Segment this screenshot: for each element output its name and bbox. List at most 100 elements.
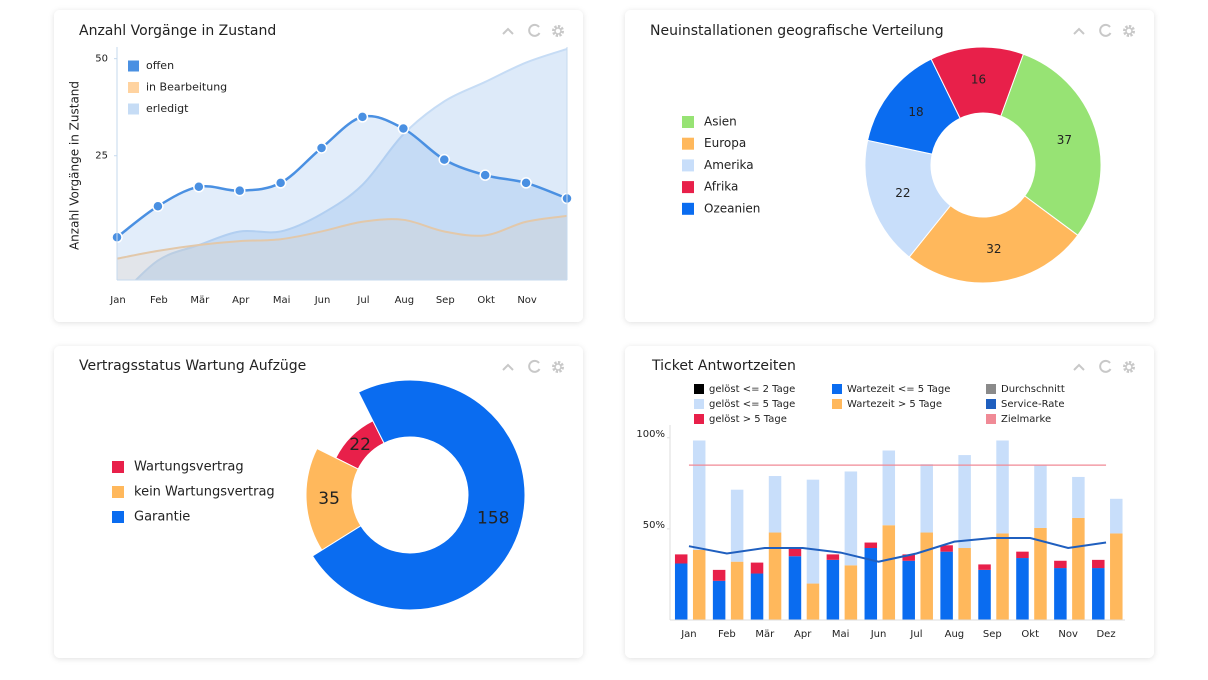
slice-label: 32 <box>986 242 1001 256</box>
series-line <box>117 214 567 260</box>
collapse-icon[interactable] <box>1073 363 1085 371</box>
refresh-icon[interactable] <box>528 23 541 37</box>
point <box>233 184 246 197</box>
refresh-icon[interactable] <box>1099 23 1112 37</box>
bar <box>826 554 840 560</box>
bar <box>958 455 971 549</box>
bar <box>1110 498 1123 534</box>
bar <box>712 580 726 620</box>
legend-swatch <box>682 116 694 128</box>
x-tick-label: Mai <box>273 295 291 306</box>
series-area <box>117 48 567 280</box>
x-tick-label: Dez <box>1096 629 1115 640</box>
bar <box>996 533 1009 620</box>
card-title: Vertragsstatus Wartung Aufzüge <box>79 358 306 374</box>
bar <box>674 563 688 620</box>
settings-icon[interactable] <box>1123 25 1135 37</box>
legend-swatch <box>694 399 704 409</box>
legend-swatch <box>832 399 842 409</box>
legend-swatch <box>986 414 996 424</box>
legend-swatch <box>832 384 842 394</box>
slice-label: 158 <box>477 508 509 528</box>
slice-label: 22 <box>349 435 371 455</box>
bar <box>750 562 764 574</box>
bar <box>864 548 878 620</box>
x-tick-label: Mär <box>755 629 775 640</box>
legend-label: Afrika <box>704 180 738 194</box>
settings-icon[interactable] <box>1123 361 1135 373</box>
x-tick-label: Nov <box>1058 629 1078 640</box>
bar <box>864 542 878 549</box>
plot <box>117 47 567 280</box>
legend-label: Durchschnitt <box>1001 384 1065 395</box>
x-tick-label: Aug <box>945 629 965 640</box>
bar <box>940 551 953 620</box>
refresh-icon[interactable] <box>1099 359 1112 373</box>
collapse-icon[interactable] <box>502 27 514 35</box>
bar <box>1092 568 1105 620</box>
legend-label: Wartezeit <= 5 Tage <box>847 384 950 395</box>
bar <box>882 525 896 620</box>
bar <box>730 561 744 620</box>
legend-label: Ozeanien <box>704 201 760 215</box>
card-title: Anzahl Vorgänge in Zustand <box>79 23 276 39</box>
y-tick-label: 100% <box>636 429 665 440</box>
settings-icon[interactable] <box>552 25 564 37</box>
legend-swatch <box>682 159 694 172</box>
legend-label: Asien <box>704 115 737 129</box>
settings-icon-core <box>1125 363 1133 371</box>
legend-label: gelöst <= 2 Tage <box>709 384 795 395</box>
point <box>356 111 369 123</box>
bar <box>1016 551 1029 559</box>
y-tick-label: 50 <box>95 54 108 65</box>
bar <box>692 549 706 620</box>
slice-label: 35 <box>318 489 340 509</box>
legend-label: offen <box>146 59 174 72</box>
bar <box>920 464 933 533</box>
slice-label: 22 <box>895 186 910 200</box>
legend-label: kein Wartungsvertrag <box>134 485 275 500</box>
legend-swatch <box>694 414 704 424</box>
point <box>397 122 410 135</box>
x-tick-label: Okt <box>1021 629 1039 640</box>
collapse-icon[interactable] <box>502 363 514 371</box>
x-tick-label: Jan <box>109 295 125 306</box>
x-tick-label: Aug <box>395 295 415 306</box>
legend-swatch <box>986 399 996 409</box>
legend-label: gelöst > 5 Tage <box>709 414 787 425</box>
bar <box>806 479 820 584</box>
x-tick-label: Okt <box>477 295 495 306</box>
bar <box>958 548 971 620</box>
bar <box>902 560 915 620</box>
legend-label: Garantie <box>134 510 190 525</box>
bar <box>844 565 858 620</box>
legend-label: gelöst <= 5 Tage <box>709 399 795 410</box>
x-tick-label: Feb <box>150 295 168 306</box>
legend-swatch <box>112 486 124 498</box>
bar <box>730 489 744 562</box>
x-tick-label: Jul <box>909 629 922 640</box>
slice <box>1000 53 1102 236</box>
bar <box>806 583 820 620</box>
legend-swatch <box>128 103 139 115</box>
slice <box>930 46 1025 119</box>
series-line <box>688 536 1107 563</box>
legend-swatch <box>682 137 694 150</box>
legend-label: Wartezeit > 5 Tage <box>847 399 942 410</box>
bar <box>1092 559 1105 569</box>
legend-label: in Bearbeitung <box>146 81 227 94</box>
y-tick-label: 50% <box>643 520 665 531</box>
settings-icon[interactable] <box>552 361 564 373</box>
legend-swatch <box>112 461 124 473</box>
legend-label: Amerika <box>704 158 754 172</box>
y-tick-label: 25 <box>95 151 108 162</box>
x-tick-label: Nov <box>517 295 537 306</box>
collapse-icon[interactable] <box>1073 27 1085 35</box>
x-tick-label: Apr <box>232 295 250 306</box>
bar <box>768 476 782 533</box>
bar <box>902 554 915 561</box>
settings-icon-core <box>554 27 562 35</box>
bar <box>1034 527 1047 620</box>
x-tick-label: Jul <box>356 295 369 306</box>
refresh-icon[interactable] <box>528 359 541 373</box>
